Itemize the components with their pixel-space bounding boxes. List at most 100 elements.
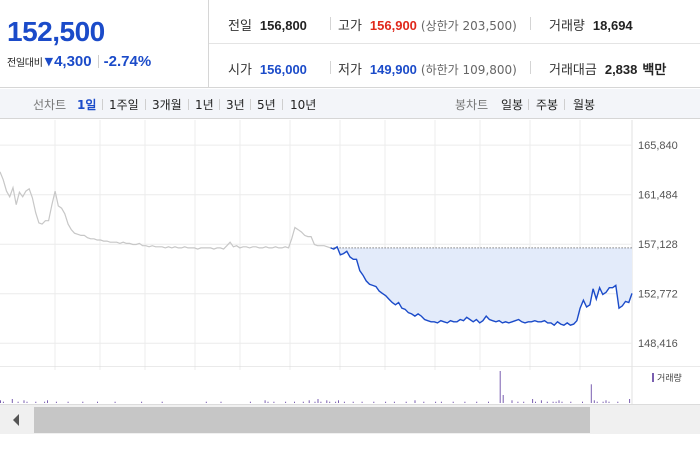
volume-bar xyxy=(97,401,98,403)
volume-bar xyxy=(629,399,631,403)
volume-bar xyxy=(267,401,269,403)
stat-high: 고가 156,900 (상한가 203,500) xyxy=(338,15,517,34)
volume-bar xyxy=(320,401,322,403)
period-3m[interactable]: 3개월 xyxy=(152,98,182,112)
volume-bar xyxy=(338,400,339,403)
volume-bar xyxy=(285,401,287,403)
volume-bar xyxy=(82,401,84,403)
y-tick-label: 165,840 xyxy=(638,140,678,152)
volume-bar xyxy=(561,401,563,403)
volume-bar xyxy=(552,401,554,403)
down-triangle-icon: ▼ xyxy=(44,55,54,68)
stat-amount: 거래대금 2,838 백만 xyxy=(549,59,666,78)
volume-bar xyxy=(317,399,319,403)
volume-bar xyxy=(294,401,295,403)
volume-bar xyxy=(590,384,592,403)
divider xyxy=(102,99,103,110)
upper-limit: (상한가 203,500) xyxy=(420,19,517,33)
volume-bar xyxy=(0,400,1,403)
period-1y[interactable]: 1년 xyxy=(195,98,214,112)
left-arrow-icon xyxy=(13,414,19,426)
stat-low: 저가 149,900 (하한가 109,800) xyxy=(338,59,517,78)
period-10y[interactable]: 10년 xyxy=(290,98,317,112)
volume-bar xyxy=(335,401,337,403)
stat-prev-close: 전일 156,800 xyxy=(228,15,307,34)
price-summary: 152,500 전일대비 ▼ 4,300 -2.74% xyxy=(0,0,209,88)
stat-label: 전일 xyxy=(228,19,252,34)
period-toolbar: 선차트 1일 1주일 3개월 1년 3년 5년 10년 봉차트 일봉 주봉 월봉 xyxy=(0,89,700,119)
volume-bar xyxy=(17,401,19,403)
chart-scrollbar[interactable] xyxy=(0,404,700,434)
volume-bar xyxy=(373,401,375,403)
stat-label: 시가 xyxy=(228,63,252,78)
stat-label: 저가 xyxy=(338,63,362,78)
divider xyxy=(250,99,251,110)
volume-bar xyxy=(602,401,604,403)
price-change-row: 전일대비 ▼ 4,300 -2.74% xyxy=(7,53,151,70)
quote-header: 152,500 전일대비 ▼ 4,300 -2.74% 전일 156,800 고… xyxy=(0,0,700,88)
volume-bar xyxy=(11,399,13,403)
volume-bar xyxy=(617,401,619,403)
scroll-left-button[interactable] xyxy=(0,405,32,435)
volume-bar xyxy=(249,401,251,403)
period-1w[interactable]: 1주일 xyxy=(109,98,139,112)
candle-weekly[interactable]: 주봉 xyxy=(536,98,559,112)
divider xyxy=(282,99,283,110)
volume-bar xyxy=(302,401,304,403)
stat-value: 156,800 xyxy=(259,18,307,33)
volume-bar xyxy=(593,400,595,403)
stat-label: 거래대금 xyxy=(549,63,597,78)
volume-bar xyxy=(502,395,504,403)
period-3y[interactable]: 3년 xyxy=(226,98,245,112)
volume-bar xyxy=(47,400,48,403)
divider xyxy=(330,61,331,74)
legend-label: 거래량 xyxy=(657,372,682,384)
volume-bar xyxy=(605,400,607,403)
volume-bar xyxy=(405,401,407,403)
volume-bar xyxy=(517,401,519,403)
change-percent: -2.74% xyxy=(103,53,152,70)
stat-value: 149,900 xyxy=(369,62,417,77)
divider xyxy=(530,17,531,30)
y-tick-label: 161,484 xyxy=(638,190,678,202)
volume-bar xyxy=(308,400,310,403)
volume-bar xyxy=(114,401,116,403)
period-5y[interactable]: 5년 xyxy=(257,98,276,112)
volume-bar xyxy=(326,400,328,403)
volume-bar xyxy=(352,401,354,403)
volume-bar xyxy=(532,399,534,403)
lower-limit: (하한가 109,800) xyxy=(420,63,517,77)
candle-daily[interactable]: 일봉 xyxy=(501,98,524,112)
volume-bar xyxy=(511,400,513,403)
volume-bar xyxy=(393,401,395,403)
volume-bar xyxy=(26,401,28,403)
current-price-line xyxy=(330,245,633,327)
volume-bar xyxy=(361,401,363,403)
stat-value: 156,000 xyxy=(259,62,307,77)
stat-row-divider xyxy=(209,43,700,44)
volume-bar xyxy=(67,401,69,403)
divider xyxy=(528,99,529,110)
candle-chart-title: 봉차트 xyxy=(455,98,489,112)
divider xyxy=(530,61,531,74)
stat-value: 18,694 xyxy=(592,18,633,33)
stat-unit: 백만 xyxy=(642,63,667,78)
stat-label: 고가 xyxy=(338,19,362,34)
scrollbar-thumb[interactable] xyxy=(34,407,590,433)
line-chart-title: 선차트 xyxy=(33,98,67,112)
volume-bar xyxy=(220,401,222,403)
volume-bar xyxy=(476,401,478,403)
volume-bar xyxy=(205,401,207,403)
period-1d[interactable]: 1일 xyxy=(77,98,97,112)
volume-bar xyxy=(582,401,583,403)
y-tick-label: 157,128 xyxy=(638,239,678,251)
volume-bar xyxy=(540,400,542,403)
volume-bar xyxy=(44,401,46,403)
volume-chart: 거래량 xyxy=(0,366,700,404)
volume-bar xyxy=(608,401,610,403)
current-price: 152,500 xyxy=(7,16,105,47)
volume-bar xyxy=(464,401,466,403)
volume-bar xyxy=(546,401,548,403)
price-area-fill xyxy=(330,246,632,326)
candle-monthly[interactable]: 월봉 xyxy=(573,98,596,112)
